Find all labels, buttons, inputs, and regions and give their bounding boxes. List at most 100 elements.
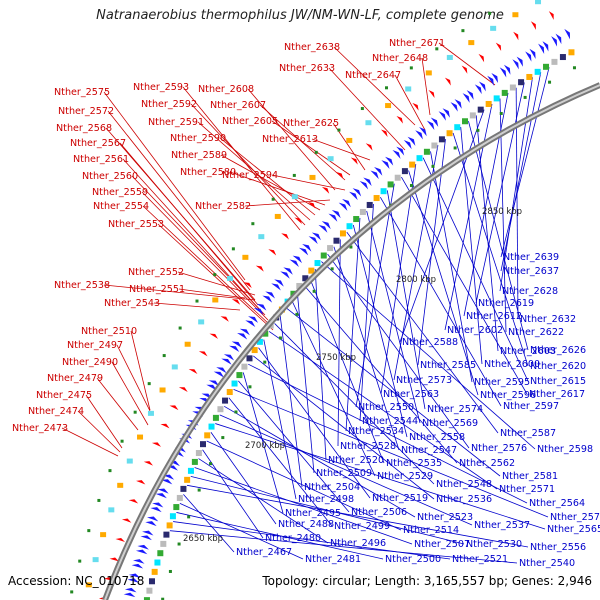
feature-block: [394, 174, 401, 181]
feature-block: [366, 201, 373, 208]
feature-block: [108, 507, 115, 513]
feature-block: [173, 504, 180, 511]
forward-gene-arrow: [350, 157, 358, 165]
reverse-gene-arrow: [237, 332, 248, 340]
leader-line: [274, 323, 435, 485]
feature-block: [154, 559, 161, 566]
forward-gene-arrow: [548, 11, 554, 20]
reverse-gene-arrow: [155, 493, 167, 499]
reverse-gene-arrow: [438, 111, 447, 121]
reverse-gene-arrow: [208, 380, 220, 387]
leader-line: [244, 199, 331, 207]
feature-block: [262, 330, 269, 337]
forward-gene-arrow: [178, 387, 188, 392]
leader-line: [122, 158, 261, 311]
reverse-gene-arrow: [292, 255, 303, 264]
leader-line: [103, 284, 256, 301]
reverse-gene-arrow: [145, 521, 157, 527]
reverse-gene-arrow: [157, 488, 169, 494]
gc-tick: [572, 66, 576, 70]
reverse-gene-arrow: [229, 345, 240, 353]
kbp-tick-labels: 2650 kbp 2700 kbp 2750 kbp 2800 kbp 2850 kbp: [183, 207, 522, 544]
reverse-gene-arrow: [321, 221, 331, 230]
reverse-gene-arrow: [454, 99, 462, 109]
reverse-gene-arrow: [359, 181, 369, 190]
forward-gene-label: Nther_2479: [47, 373, 103, 384]
feature-block: [320, 252, 327, 259]
gc-tick: [87, 529, 91, 533]
reverse-gene-arrow: [442, 108, 450, 118]
leader-line: [337, 239, 341, 447]
leader-line: [500, 67, 550, 258]
kbp-tick-label: 2650 kbp: [183, 534, 223, 544]
leader-line: [177, 271, 256, 296]
forward-gene-arrow: [143, 461, 154, 466]
feature-block: [176, 494, 183, 501]
label-leader-lines: [61, 42, 550, 564]
reverse-gene-label: Nther_2615: [530, 376, 586, 387]
reverse-gene-label: Nther_2537: [474, 520, 530, 531]
gc-tick: [295, 312, 299, 316]
leader-line: [215, 423, 546, 530]
forward-gene-label: Nther_2590: [170, 133, 226, 144]
leader-line: [499, 77, 533, 292]
reverse-gene-label: Nther_2619: [478, 298, 534, 309]
feature-block: [309, 174, 316, 180]
reverse-gene-arrow: [283, 267, 293, 275]
leader-line: [107, 110, 251, 291]
forward-gene-label: Nther_2605: [222, 116, 278, 127]
leader-line: [233, 388, 549, 518]
leader-line: [417, 138, 446, 366]
feature-block: [274, 213, 281, 219]
reverse-gene-arrow: [163, 474, 175, 480]
reverse-gene-arrow: [331, 209, 341, 219]
reverse-gene-label: Nther_2507: [414, 539, 470, 550]
reverse-gene-arrow: [140, 535, 152, 541]
leader-line: [285, 307, 501, 477]
forward-gene-label: Nther_2648: [372, 53, 428, 64]
leader-line: [268, 331, 498, 490]
leader-line: [141, 191, 269, 321]
reverse-gene-arrow: [542, 41, 549, 52]
feature-block: [518, 79, 525, 86]
reverse-gene-label: Nther_2544: [362, 416, 418, 427]
leader-line: [394, 74, 426, 131]
reverse-gene-label: Nther_2626: [530, 345, 586, 356]
leader-line: [186, 484, 529, 548]
reverse-gene-arrow: [152, 502, 164, 508]
feature-block: [146, 587, 153, 594]
feature-block: [242, 254, 249, 260]
feature-block: [387, 181, 394, 188]
reverse-gene-arrow: [551, 36, 558, 47]
reverse-gene-arrow: [124, 587, 137, 593]
gc-tick: [70, 590, 74, 594]
reverse-gene-label: Nther_2528: [340, 441, 396, 452]
reverse-gene-label: Nther_2562: [459, 458, 515, 469]
reverse-gene-arrow: [474, 84, 482, 95]
leader-line: [308, 276, 385, 464]
reverse-gene-arrow: [491, 72, 499, 83]
reverse-gene-label: Nther_2509: [316, 468, 372, 479]
gc-tick: [548, 80, 552, 84]
reverse-gene-arrow: [338, 202, 348, 211]
reverse-gene-arrow: [146, 516, 159, 522]
feature-block: [241, 363, 248, 370]
forward-gene-label: Nther_2475: [36, 390, 92, 401]
reverse-gene-label: Nther_2506: [351, 507, 407, 518]
reverse-gene-arrow: [363, 177, 372, 187]
feature-block: [431, 142, 438, 149]
reverse-gene-label: Nther_2612: [466, 311, 522, 322]
reverse-gene-arrow: [213, 371, 225, 378]
gc-tick: [187, 515, 191, 519]
forward-gene-arrow: [321, 186, 330, 194]
gc-tick: [263, 360, 267, 364]
feature-block: [157, 550, 164, 557]
reverse-gene-arrow: [142, 530, 154, 536]
leader-line: [248, 363, 528, 504]
feature-block: [509, 84, 516, 91]
reverse-gene-label: Nther_2581: [502, 471, 558, 482]
leader-line: [328, 67, 406, 151]
leader-line: [153, 302, 241, 311]
feature-block: [195, 450, 202, 457]
gc-tick: [168, 569, 172, 573]
